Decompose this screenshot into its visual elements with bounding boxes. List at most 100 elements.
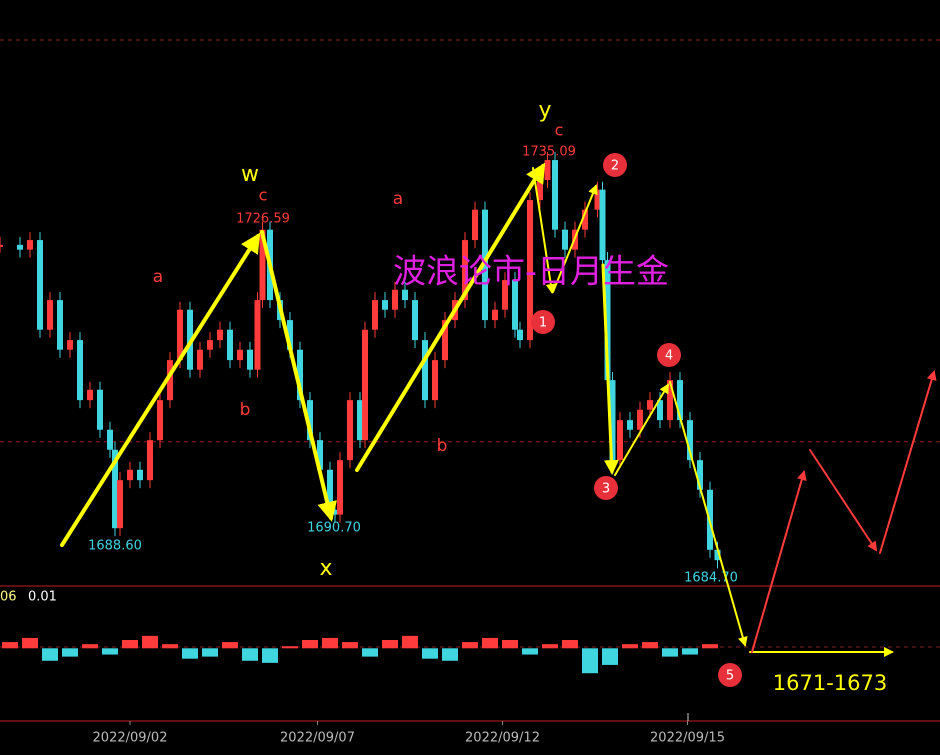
labels: w c a b x a b y c 波浪论市-日月生金 1671-1673 bbox=[153, 98, 887, 695]
target-label: 1671-1673 bbox=[773, 671, 887, 695]
price-panel: 2022/09/02 2022/09/07 2022/09/12 2022/09/15… bbox=[0, 39, 940, 746]
macd-bar bbox=[482, 637, 498, 649]
macd-bar bbox=[2, 642, 18, 649]
candle bbox=[637, 409, 643, 430]
x-tick-label: 2022/09/12 bbox=[465, 731, 540, 746]
arrow bbox=[879, 370, 937, 554]
candle bbox=[512, 280, 518, 330]
candle bbox=[697, 460, 703, 490]
candle bbox=[667, 380, 673, 421]
candle bbox=[482, 209, 488, 321]
point-circle bbox=[657, 343, 681, 367]
candle bbox=[382, 300, 388, 310]
candle bbox=[137, 469, 143, 481]
macd-bar bbox=[82, 644, 98, 649]
candle bbox=[362, 329, 368, 441]
macd-bar bbox=[22, 637, 38, 649]
wave-label: a bbox=[153, 267, 163, 287]
arrow bbox=[669, 381, 748, 647]
price-label: 1688.60 bbox=[88, 539, 142, 554]
candle bbox=[87, 389, 93, 401]
candle bbox=[107, 429, 113, 450]
macd-bar bbox=[662, 648, 678, 657]
candle bbox=[537, 180, 543, 201]
point-label: 1 bbox=[539, 316, 547, 331]
candle bbox=[617, 420, 623, 461]
candle bbox=[412, 300, 418, 341]
macd-bar bbox=[222, 642, 238, 649]
candle bbox=[177, 309, 183, 361]
candle bbox=[317, 440, 323, 470]
candle bbox=[167, 360, 173, 401]
candle bbox=[237, 349, 243, 361]
candle bbox=[582, 209, 588, 230]
point-circle bbox=[531, 310, 555, 334]
arrow bbox=[552, 184, 598, 293]
macd-bar bbox=[442, 648, 458, 661]
candle bbox=[432, 360, 438, 401]
candle bbox=[462, 240, 468, 301]
arrow bbox=[355, 162, 546, 472]
candle bbox=[647, 400, 653, 410]
price-label: 1735.09 bbox=[522, 145, 576, 160]
macd-bar bbox=[62, 648, 78, 657]
candle bbox=[492, 309, 498, 321]
macd-bar bbox=[622, 644, 638, 649]
candle bbox=[517, 329, 523, 341]
macd-bar bbox=[362, 648, 378, 657]
candle bbox=[657, 400, 663, 421]
point-circle bbox=[603, 153, 627, 177]
wave-label: x bbox=[319, 556, 332, 581]
point-label: 2 bbox=[611, 159, 619, 174]
macd-bar bbox=[342, 642, 358, 649]
macd-bar bbox=[422, 648, 438, 659]
candle bbox=[247, 349, 253, 370]
candle bbox=[609, 380, 616, 461]
wave-arrows bbox=[60, 162, 937, 657]
candle bbox=[217, 329, 223, 341]
x-tick-label: 2022/09/02 bbox=[93, 731, 168, 746]
candle bbox=[207, 340, 213, 350]
arrow bbox=[260, 230, 337, 522]
candle bbox=[37, 240, 43, 330]
arrow bbox=[532, 167, 556, 294]
arrow bbox=[601, 263, 619, 475]
macd-bar bbox=[582, 648, 598, 674]
candle bbox=[337, 460, 343, 515]
candle bbox=[402, 289, 408, 301]
candle bbox=[502, 280, 508, 310]
arrow bbox=[751, 470, 807, 653]
candle bbox=[147, 440, 153, 481]
indicator-label: 06 bbox=[0, 590, 17, 605]
x-tick-label: 2022/09/07 bbox=[280, 731, 355, 746]
candle bbox=[112, 449, 118, 529]
point-label: 3 bbox=[602, 482, 610, 497]
candle bbox=[254, 300, 261, 370]
wave-label: b bbox=[240, 400, 251, 420]
candle bbox=[0, 244, 3, 247]
candle bbox=[157, 400, 163, 441]
candle bbox=[27, 240, 33, 250]
candle bbox=[392, 289, 398, 310]
candle bbox=[327, 469, 333, 510]
macd-bar bbox=[302, 640, 318, 649]
candle bbox=[472, 209, 478, 241]
macd-bar bbox=[602, 648, 618, 665]
wave-label: y bbox=[538, 98, 551, 123]
macd-bar bbox=[42, 648, 58, 661]
candle bbox=[227, 329, 233, 361]
candle bbox=[97, 389, 103, 430]
macd-bar bbox=[502, 640, 518, 649]
wave-label: a bbox=[393, 189, 403, 209]
macd-bar bbox=[642, 642, 658, 649]
macd-bar bbox=[402, 635, 418, 649]
candle bbox=[442, 320, 448, 361]
macd-bar bbox=[262, 648, 278, 663]
candle bbox=[372, 300, 378, 330]
macd-bar bbox=[382, 640, 398, 649]
macd-bar bbox=[162, 644, 178, 649]
candle bbox=[127, 469, 133, 481]
macd-bar bbox=[322, 637, 338, 649]
macd-bar bbox=[542, 644, 558, 649]
